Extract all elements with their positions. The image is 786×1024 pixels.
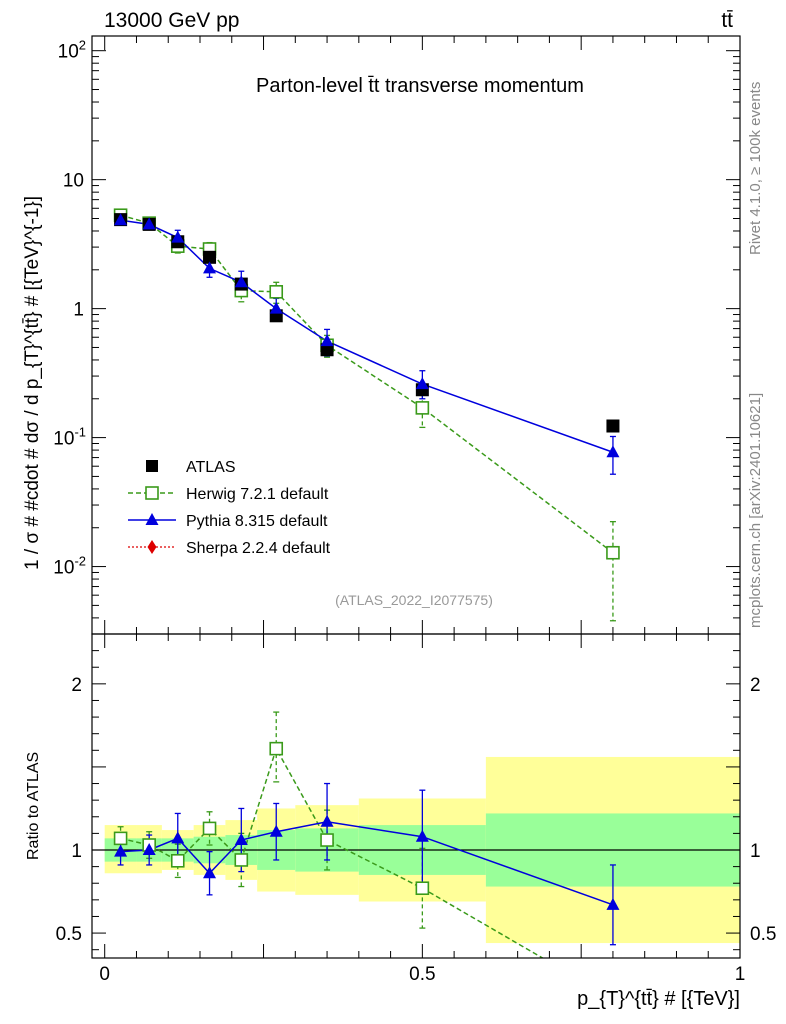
herwig-point-7 (415, 401, 430, 415)
ratio-ytick-label-right-1: 1 (750, 841, 761, 862)
legend: ATLAS Herwig 7.2.1 default Pythia 8.315 de… (128, 459, 331, 557)
pythia-ratio-point-5 (269, 824, 283, 837)
pythia-point-6 (320, 334, 334, 347)
pythia-point-7 (415, 377, 429, 390)
main-ytick-label-2: 1 (73, 300, 84, 321)
main-ytick-label-4: 10-2 (53, 554, 86, 579)
pythia-ratio-point-3 (203, 866, 217, 879)
pythia-point-1 (142, 217, 156, 230)
ratio-ytick-label-left-2: 2 (71, 675, 82, 696)
herwig-ratio-point-5 (269, 741, 284, 756)
herwig-ratio-point-6 (320, 833, 334, 847)
main-ytick-label-3: 10-1 (53, 425, 86, 450)
pythia-ratio-point-4 (234, 833, 248, 846)
legend-marker-pythia (145, 513, 159, 525)
main-plot-marks (113, 208, 620, 622)
pythia-point-5 (269, 301, 283, 314)
header-energy-label: 13000 GeV pp (104, 9, 239, 32)
legend-marker-herwig (145, 486, 159, 500)
legend-marker-sherpa (147, 540, 157, 554)
pythia-ratio-point-0 (114, 844, 128, 857)
herwig-ratio-point-0 (113, 831, 128, 846)
pythia-point-8 (606, 445, 620, 458)
pythia-point-0 (114, 213, 128, 226)
x-axis-label: p_{T}^{tt̄} # [{TeV}] (577, 988, 740, 1010)
x-tick-label-0: 0 (99, 964, 110, 985)
mcplots-label: mcplots.cern.ch [arXiv:2401.10621] (747, 393, 764, 628)
analysis-id: (ATLAS_2022_I2077575) (335, 592, 493, 608)
pythia-ratio-point-1 (142, 843, 156, 855)
plot-title: Parton-level t̄t transverse momentum (256, 75, 584, 97)
herwig-line (120, 214, 614, 554)
herwig-ratio-point-3 (202, 821, 217, 836)
main-ytick-label-1: 10 (63, 171, 84, 192)
ratio-y-axis-label: Ratio to ATLAS (25, 752, 42, 860)
ratio-ytick-label-right-2: 2 (750, 675, 761, 696)
herwig-point-5 (269, 285, 284, 299)
ratio-ytick-label-left-0: 0.5 (56, 924, 82, 945)
pythia-point-3 (203, 261, 217, 274)
header-process-label: tt̄ (721, 9, 733, 32)
pythia-ratio-point-6 (320, 814, 334, 827)
main-ytick-label-0: 102 (58, 38, 86, 63)
legend-label-pythia: Pythia 8.315 default (186, 513, 328, 530)
ratio-plot-marks (113, 711, 620, 958)
ratio-ytick-label-left-1: 1 (71, 841, 82, 862)
legend-label-atlas: ATLAS (186, 459, 236, 476)
legend-label-sherpa: Sherpa 2.2.4 default (186, 540, 331, 557)
ratio-ytick-label-right-0: 0.5 (750, 924, 776, 945)
pythia-point-2 (171, 230, 185, 243)
x-tick-label-1: 0.5 (409, 964, 435, 985)
pythia-ratio-point-7 (415, 829, 429, 842)
herwig-ratio-point-2 (170, 853, 185, 868)
herwig-ratio-point-4 (234, 853, 249, 867)
pythia-line (120, 219, 614, 453)
x-tick-label-2: 1 (735, 964, 746, 985)
pythia-ratio-point-2 (171, 831, 185, 844)
rivet-version-label: Rivet 4.1.0, ≥ 100k events (747, 82, 764, 255)
ratio-frame (91, 633, 741, 959)
atlas-point-8 (606, 419, 620, 433)
herwig-point-8 (606, 545, 620, 560)
legend-label-herwig: Herwig 7.2.1 default (186, 486, 329, 503)
pythia-point-4 (234, 275, 248, 288)
main-y-axis-label: 1 / σ # #cdot # dσ / d p_{T}^{tt̄} # [{T… (22, 196, 43, 570)
herwig-ratio-point-7 (415, 881, 430, 896)
pythia-ratio-point-8 (606, 897, 620, 910)
legend-marker-atlas (146, 460, 158, 472)
